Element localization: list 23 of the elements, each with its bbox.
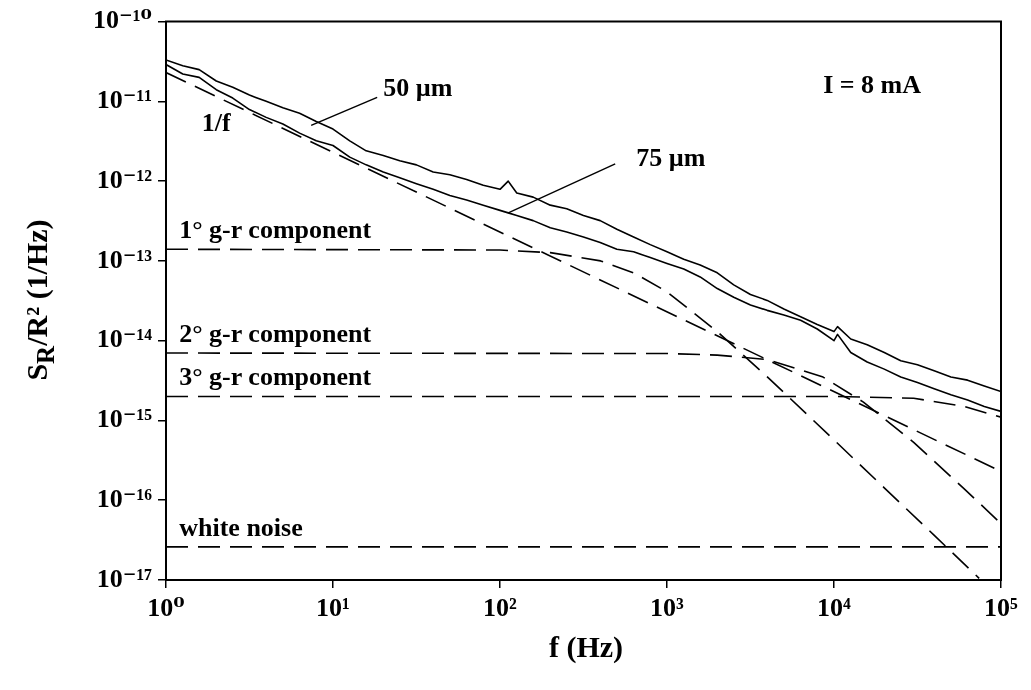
y-tick-label: 10⁻¹² [96, 164, 153, 194]
annotation: I = 8 mA [823, 70, 922, 100]
x-tick-label: 10⁴ [817, 593, 852, 623]
x-tick-label: 10⁵ [984, 593, 1019, 623]
annotation: 1° g-r component [179, 214, 372, 244]
y-tick-label: 10⁻¹³ [96, 244, 153, 274]
annotation: 50 µm [383, 73, 453, 103]
x-tick-label: 10⁰ [147, 593, 185, 623]
annotation: 1/f [201, 108, 232, 138]
y-tick-label: 10⁻¹¹ [96, 85, 152, 115]
y-tick-label: 10⁻¹⁷ [96, 563, 153, 593]
x-axis-title: f (Hz) [547, 630, 625, 664]
y-tick-label: 10⁻¹⁵ [96, 404, 153, 434]
annotation: white noise [179, 512, 303, 542]
annotation: 3° g-r component [179, 362, 372, 392]
y-tick-label: 10⁻¹⁰ [93, 5, 152, 35]
x-tick-label: 10¹ [316, 593, 350, 623]
x-tick-label: 10² [483, 593, 518, 623]
y-tick-label: 10⁻¹⁶ [96, 483, 153, 513]
x-tick-label: 10³ [650, 593, 685, 623]
y-tick-label: 10⁻¹⁴ [96, 324, 153, 354]
annotation: 2° g-r component [179, 318, 372, 348]
annotation: 75 µm [636, 142, 706, 172]
